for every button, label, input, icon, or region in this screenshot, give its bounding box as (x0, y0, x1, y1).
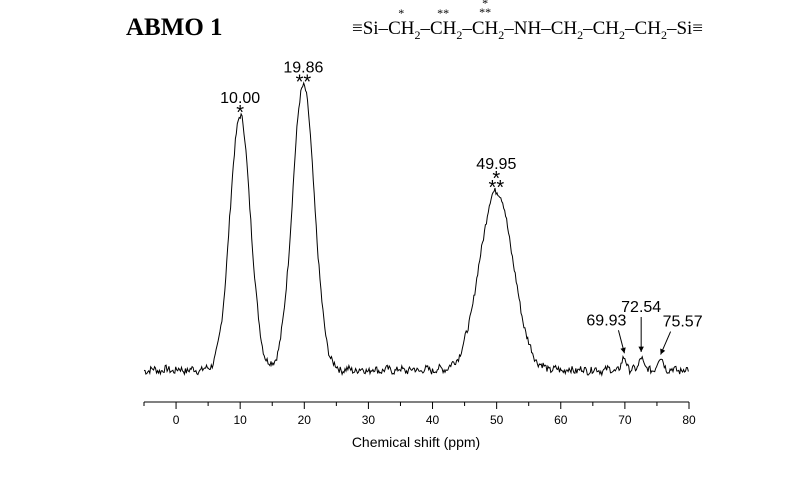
peak-arrowhead (638, 346, 644, 352)
x-tick-label: 30 (362, 413, 376, 427)
peak-value-label: 49.95 (476, 156, 516, 173)
peak-arrowhead (620, 347, 626, 354)
x-tick-label: 20 (298, 413, 312, 427)
x-tick-label: 80 (682, 413, 696, 427)
x-tick-label: 70 (618, 413, 632, 427)
formula-carbon-1-star: * (398, 6, 405, 20)
peak-value-label: 69.93 (586, 312, 626, 329)
peak-star-marker: ** (296, 71, 312, 93)
x-tick-label: 60 (554, 413, 568, 427)
peak-value-label: 75.57 (663, 314, 703, 331)
formula-carbon-3-star: * ** (479, 0, 492, 19)
x-tick-label: 50 (490, 413, 504, 427)
x-axis-title: Chemical shift (ppm) (352, 434, 480, 450)
formula-carbon-2-star: ** (437, 6, 450, 20)
chemical-formula: ≡Si– * CH2– ** CH2– * ** CH2–NH–CH2–CH2–CH2–Si… (352, 0, 703, 42)
formula-amine-segment: –NH–CH (504, 18, 578, 39)
spectrum-line (143, 81, 689, 377)
x-axis: 0 10 20 30 40 50 60 70 80 (143, 401, 696, 427)
peak-value-label: 72.54 (621, 299, 661, 316)
x-tick-label: 10 (233, 413, 247, 427)
chart-title: ABMO 1 (126, 14, 223, 41)
x-tick-label: 40 (426, 413, 440, 427)
peak-star-marker: * (236, 102, 244, 124)
formula-prefix: ≡Si– (352, 18, 389, 39)
formula-carbon-3: * ** CH (471, 0, 499, 39)
formula-suffix: –Si≡ (666, 18, 703, 39)
formula-carbon-1: * CH (388, 6, 415, 39)
peak-star-marker: * (492, 168, 500, 190)
x-tick-label: 0 (173, 413, 180, 427)
peak-value-label: 10.00 (220, 90, 260, 107)
peak-value-label: 19.86 (283, 59, 323, 76)
formula-carbon-2: ** CH (429, 6, 457, 39)
peak-star-marker: ** (489, 177, 505, 199)
peak-arrowhead (660, 348, 666, 355)
